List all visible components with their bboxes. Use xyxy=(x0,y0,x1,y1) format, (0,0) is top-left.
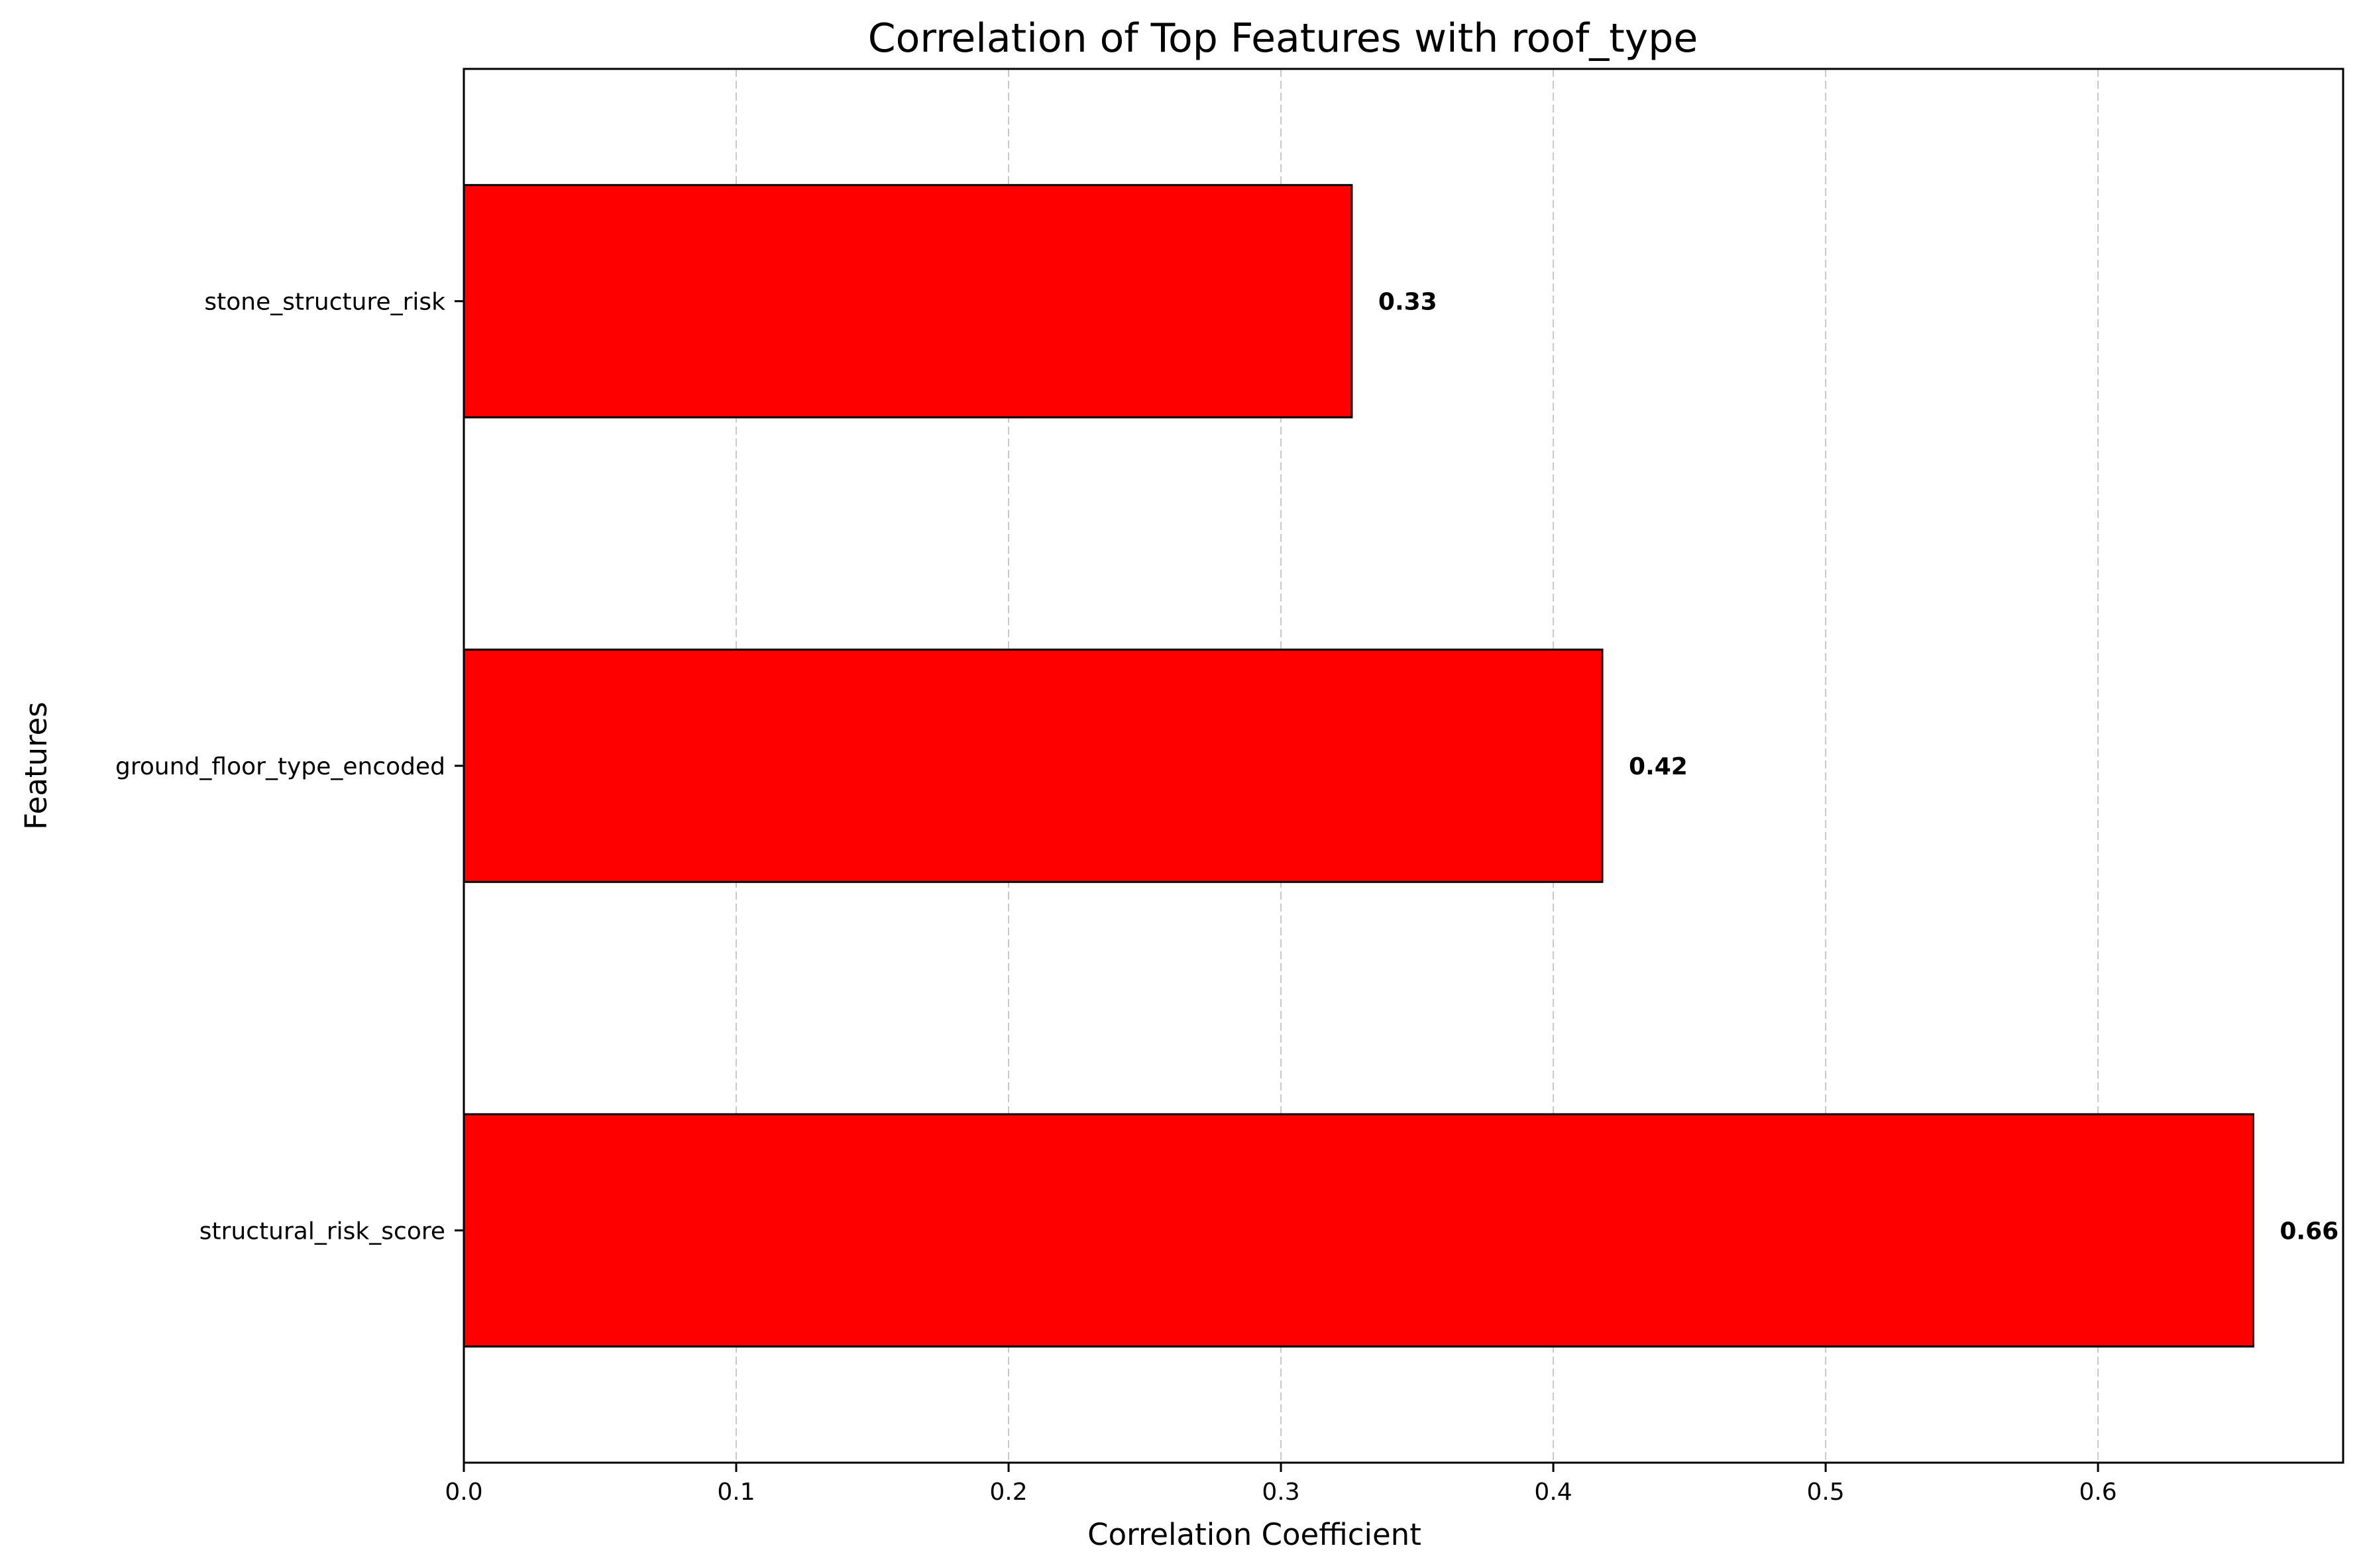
x-tick-label: 0.1 xyxy=(717,1479,755,1506)
x-tick-label: 0.6 xyxy=(2079,1479,2117,1506)
bar xyxy=(463,649,1604,883)
y-axis-ticks: structural_risk_score ground_floor_type_e… xyxy=(115,289,464,1245)
y-tick-label: stone_structure_risk xyxy=(204,289,445,316)
y-tick-label: structural_risk_score xyxy=(199,1218,445,1245)
bar-series xyxy=(463,183,2254,1348)
y-tick-label: ground_floor_type_encoded xyxy=(115,753,445,780)
value-labels: 0.66 0.42 0.33 xyxy=(1378,289,2338,1245)
bar-value-label: 0.33 xyxy=(1378,289,1437,316)
x-tick-label: 0.4 xyxy=(1534,1479,1572,1506)
bar-value-label: 0.66 xyxy=(2280,1218,2338,1245)
bar xyxy=(463,1113,2254,1348)
x-tick-label: 0.0 xyxy=(445,1479,482,1506)
x-axis-ticks: 0.0 0.1 0.2 0.3 0.4 0.5 0.6 xyxy=(445,1463,2117,1506)
x-tick-label: 0.2 xyxy=(989,1479,1027,1506)
x-tick-label: 0.5 xyxy=(1806,1479,1844,1506)
chart-title: Correlation of Top Features with roof_ty… xyxy=(868,15,1698,62)
x-axis-label: Correlation Coefficient xyxy=(1087,1517,1421,1552)
x-tick-label: 0.3 xyxy=(1262,1479,1299,1506)
bar xyxy=(463,183,1353,419)
y-axis-label: Features xyxy=(19,702,54,830)
bar-value-label: 0.42 xyxy=(1629,753,1688,780)
